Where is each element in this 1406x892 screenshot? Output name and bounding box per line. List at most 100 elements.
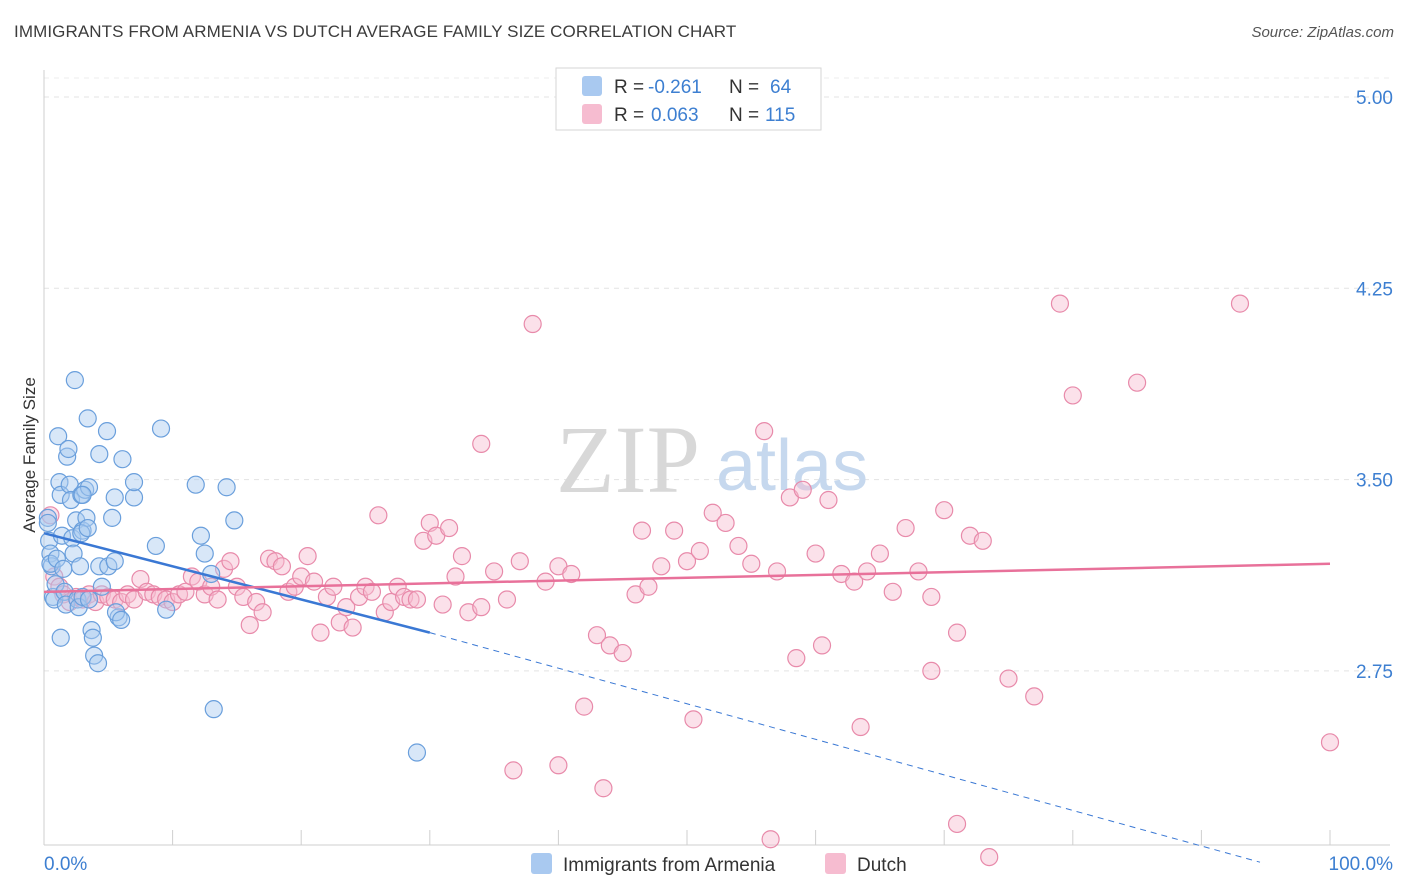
armenia-point bbox=[59, 439, 78, 459]
legend-swatch-dutch bbox=[582, 104, 602, 124]
dutch-point bbox=[594, 779, 613, 798]
dutch-point bbox=[755, 422, 774, 441]
y-tick-label: 2.75 bbox=[1356, 662, 1393, 683]
armenia-point bbox=[124, 473, 144, 492]
dutch-point bbox=[639, 577, 658, 596]
dutch-point bbox=[1320, 733, 1340, 752]
y-tick-label: 4.25 bbox=[1356, 279, 1393, 300]
dutch-point bbox=[401, 590, 420, 609]
dutch-point bbox=[472, 598, 491, 617]
dutch-point bbox=[761, 830, 780, 849]
armenia-point bbox=[38, 508, 57, 527]
dutch-point bbox=[504, 761, 523, 780]
dutch-point bbox=[947, 623, 967, 642]
dutch-point bbox=[716, 513, 735, 533]
dutch-point bbox=[870, 544, 890, 563]
dutch-point bbox=[703, 503, 722, 522]
dutch-point bbox=[575, 697, 594, 716]
armenia-point bbox=[407, 743, 427, 762]
watermark: ZIP atlas bbox=[556, 406, 868, 513]
armenia-point bbox=[38, 513, 57, 533]
armenia-point bbox=[97, 422, 117, 441]
dutch-point bbox=[298, 547, 317, 566]
watermark-zip: ZIP bbox=[556, 406, 700, 513]
x-ticks bbox=[43, 830, 1331, 845]
armenia-point bbox=[65, 371, 84, 390]
armenia-trend-extension bbox=[429, 632, 1261, 863]
armenia-point bbox=[54, 559, 73, 578]
dutch-point bbox=[240, 615, 259, 635]
dutch-point bbox=[973, 531, 992, 550]
armenia-point bbox=[83, 628, 102, 647]
dutch-point bbox=[857, 562, 877, 581]
armenia-point bbox=[70, 557, 90, 576]
dutch-point bbox=[304, 572, 324, 591]
dutch-point bbox=[851, 717, 870, 737]
armenia-point bbox=[79, 590, 99, 609]
armenia-point bbox=[51, 485, 70, 505]
armenia-trend-line bbox=[43, 531, 431, 634]
armenia-point bbox=[195, 544, 214, 563]
trend-lines bbox=[43, 531, 1331, 863]
dutch-point bbox=[767, 562, 787, 581]
armenia-point bbox=[49, 427, 68, 446]
armenia-point bbox=[103, 508, 122, 527]
dutch-point bbox=[935, 501, 954, 520]
legend-r-value-dutch: 0.063 bbox=[651, 105, 699, 126]
dutch-point bbox=[690, 541, 709, 561]
dutch-point bbox=[665, 521, 684, 540]
bottom-legend-label-dutch: Dutch bbox=[857, 855, 907, 876]
series-legend: Immigrants from Armenia Dutch bbox=[531, 853, 907, 876]
dutch-point bbox=[947, 814, 967, 834]
dutch-point bbox=[1127, 373, 1147, 392]
correlation-legend: R = -0.261 N = 64 R = 0.063 N = 115 bbox=[555, 67, 822, 131]
dutch-point bbox=[562, 564, 581, 584]
y-tick-label: 5.00 bbox=[1356, 88, 1393, 109]
armenia-point bbox=[124, 488, 144, 507]
dutch-point bbox=[472, 434, 491, 453]
dutch-point bbox=[613, 643, 632, 663]
dutch-points bbox=[41, 294, 1340, 867]
dutch-point bbox=[922, 661, 941, 681]
armenia-point bbox=[157, 600, 176, 619]
dutch-point bbox=[729, 536, 748, 556]
dutch-point bbox=[362, 582, 382, 601]
dutch-point bbox=[922, 587, 941, 607]
dutch-point bbox=[806, 544, 825, 563]
armenia-point bbox=[146, 536, 165, 556]
dutch-point bbox=[980, 847, 999, 867]
dutch-point bbox=[632, 521, 652, 540]
dutch-point bbox=[446, 567, 465, 586]
legend-r-label-armenia: R = bbox=[614, 77, 644, 98]
legend-r-value-armenia: -0.261 bbox=[648, 77, 702, 98]
armenia-point bbox=[92, 577, 111, 596]
legend-swatch-armenia bbox=[582, 76, 602, 96]
bottom-legend-swatch-dutch bbox=[825, 853, 846, 874]
dutch-point bbox=[787, 649, 806, 668]
armenia-points bbox=[38, 371, 427, 762]
armenia-point bbox=[109, 608, 128, 627]
x-tick-label-min: 0.0% bbox=[44, 854, 87, 875]
dutch-point bbox=[677, 552, 697, 571]
dutch-point bbox=[1230, 294, 1250, 313]
chart-title: IMMIGRANTS FROM ARMENIA VS DUTCH AVERAGE… bbox=[14, 22, 737, 41]
armenia-point bbox=[105, 488, 124, 507]
dutch-point bbox=[1063, 386, 1082, 405]
dutch-point bbox=[208, 590, 227, 609]
armenia-point bbox=[204, 700, 223, 719]
y-tick-label: 3.50 bbox=[1356, 471, 1393, 492]
dutch-point bbox=[433, 595, 452, 614]
dutch-point bbox=[684, 710, 703, 729]
dutch-point bbox=[896, 518, 915, 538]
dutch-point bbox=[793, 480, 812, 499]
legend-r-label-dutch: R = bbox=[614, 105, 644, 126]
x-tick-label-max: 100.0% bbox=[1329, 854, 1394, 875]
armenia-point bbox=[47, 549, 66, 568]
legend-n-value-armenia: 64 bbox=[770, 77, 792, 98]
armenia-point bbox=[191, 526, 210, 545]
armenia-point bbox=[82, 620, 101, 640]
dutch-point bbox=[311, 623, 330, 642]
legend-n-label-armenia: N = bbox=[729, 77, 759, 98]
bottom-legend-label-armenia: Immigrants from Armenia bbox=[563, 855, 776, 876]
dutch-trend-line bbox=[43, 562, 1331, 594]
